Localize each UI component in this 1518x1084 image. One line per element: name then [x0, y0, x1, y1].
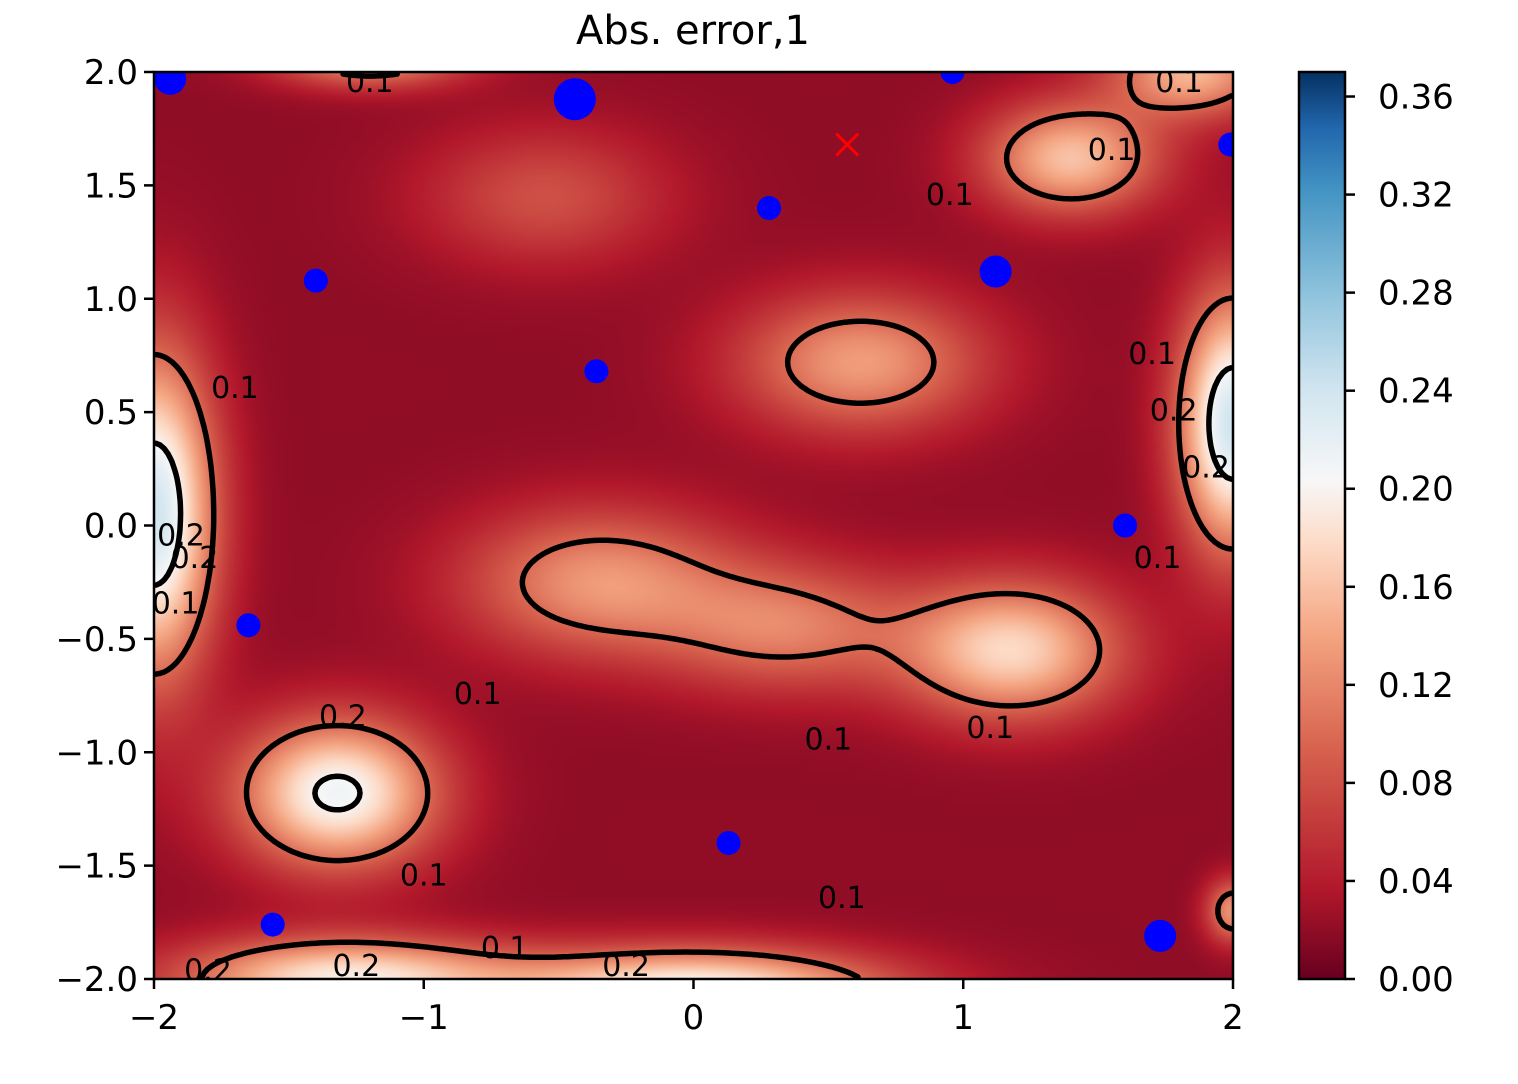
- contour-label: 0.1: [481, 931, 529, 966]
- y-axis: −2.0 −1.5 −1.0 −0.5 0.0 0.5 1.0 1.5 2.0: [55, 53, 154, 1000]
- colorbar-tick-label: 0.08: [1378, 764, 1454, 804]
- x-tick-label: −2: [129, 998, 179, 1038]
- y-tick-label: 2.0: [84, 53, 138, 93]
- contour-label: 0.1: [1128, 337, 1176, 372]
- y-tick-label: −2.0: [55, 960, 138, 1000]
- contour-lines: [154, 72, 1233, 979]
- contour-label: 0.1: [400, 858, 448, 893]
- error-field-heatmap: [154, 72, 1233, 979]
- y-tick-label: 0.0: [84, 507, 138, 547]
- sample-point: [154, 72, 187, 95]
- sample-point: [979, 255, 1012, 288]
- sample-point: [260, 912, 285, 937]
- colorbar: 0.00 0.04 0.08 0.12 0.16 0.20 0.24 0.28 0.32 0.36: [1297, 70, 1454, 1000]
- contour-label: 0.1: [1134, 541, 1182, 576]
- y-tick-label: 1.5: [84, 166, 138, 206]
- sample-point: [940, 72, 965, 84]
- chart-title: Abs. error,1: [576, 8, 810, 54]
- colorbar-tick-label: 0.04: [1378, 862, 1454, 902]
- contour-label: 0.1: [1155, 65, 1203, 100]
- colorbar-tick-label: 0.16: [1378, 568, 1454, 608]
- contour-label: 0.1: [966, 711, 1014, 746]
- contour-label: 0.2: [319, 700, 367, 735]
- x-tick-label: 1: [952, 998, 974, 1038]
- sample-point: [236, 613, 261, 638]
- contour-line-0-1: [154, 72, 1233, 979]
- contour-label: 0.1: [454, 677, 502, 712]
- colorbar-gradient: [1297, 70, 1347, 981]
- colorbar-tick-label: 0.20: [1378, 470, 1454, 510]
- x-tick-label: 0: [683, 998, 705, 1038]
- colorbar-tick-label: 0.24: [1378, 372, 1454, 412]
- contour-label: 0.2: [1182, 450, 1230, 485]
- contour-label: 0.2: [602, 949, 650, 984]
- contour-label: 0.1: [211, 371, 259, 406]
- sample-points: [154, 72, 1233, 952]
- x-tick-label: 2: [1222, 998, 1244, 1038]
- contour-label: 0.2: [184, 954, 232, 989]
- y-tick-label: −1.5: [55, 847, 138, 887]
- colorbar-tick-label: 0.28: [1378, 274, 1454, 314]
- sample-point: [553, 78, 596, 121]
- colorbar-tick-label: 0.12: [1378, 666, 1454, 706]
- contour-label: 0.2: [332, 949, 380, 984]
- colorbar-tick-label: 0.32: [1378, 176, 1454, 216]
- sample-point: [303, 268, 328, 293]
- sample-point: [1218, 132, 1233, 157]
- contour-label: 0.1: [926, 178, 974, 213]
- y-tick-label: 1.0: [84, 280, 138, 320]
- contour-label: 0.1: [818, 881, 866, 916]
- contour-label: 0.2: [171, 541, 219, 576]
- y-tick-label: −0.5: [55, 620, 138, 660]
- contour-line-0-2: [154, 365, 1233, 813]
- contour-labels: 0.10.10.20.20.10.10.20.10.1 0.10.10.10.20…: [152, 65, 1230, 989]
- plot-area: 0.10.10.20.20.10.10.20.10.1 0.10.10.10.20…: [152, 65, 1235, 989]
- sample-point: [757, 196, 782, 221]
- y-tick-label: 0.5: [84, 393, 138, 433]
- contour-label: 0.1: [346, 65, 394, 100]
- colorbar-tick-label: 0.36: [1378, 78, 1454, 118]
- contour-label: 0.2: [157, 518, 205, 553]
- colorbar-tick-label: 0.00: [1378, 960, 1454, 1000]
- sample-point: [584, 359, 609, 384]
- y-tick-label: −1.0: [55, 733, 138, 773]
- best-point-marker-layer: [835, 132, 860, 157]
- best-point-marker: [835, 132, 860, 157]
- sample-point: [1144, 919, 1177, 952]
- sample-point: [716, 830, 741, 855]
- sample-point: [1113, 513, 1138, 538]
- contour-label: 0.1: [152, 586, 200, 621]
- x-tick-label: −1: [399, 998, 449, 1038]
- contour-label: 0.1: [1088, 133, 1136, 168]
- colorbar-ticks: 0.00 0.04 0.08 0.12 0.16 0.20 0.24 0.28 0.32 0.36: [1345, 78, 1454, 1000]
- x-axis: −2 −1 0 1 2: [129, 979, 1244, 1038]
- contour-label: 0.2: [1150, 394, 1198, 429]
- contour-label: 0.1: [805, 722, 853, 757]
